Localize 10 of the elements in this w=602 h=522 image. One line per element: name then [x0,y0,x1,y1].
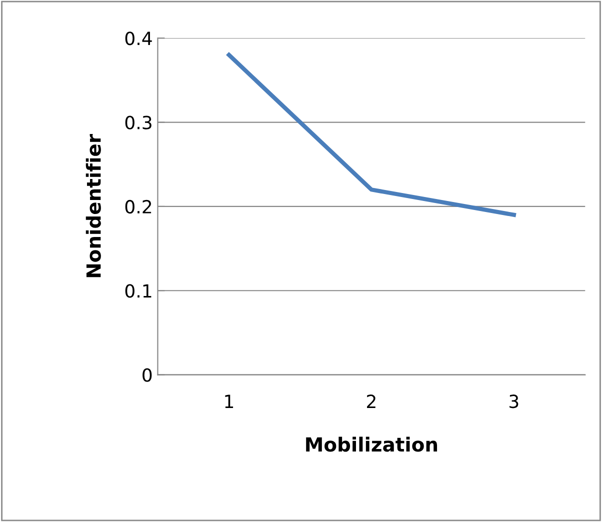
x-axis-title: Mobilization [306,436,438,452]
x-tick-label: 1 [225,394,234,408]
y-tick-label: 0.3 [125,116,152,130]
y-tick-label: 0 [142,368,152,382]
y-tick-label: 0.2 [125,200,152,214]
x-tick-label: 2 [367,394,376,408]
y-tick-label: 0.1 [125,284,152,298]
y-tick-label: 0.4 [125,32,152,46]
x-tick-label: 3 [510,394,518,408]
y-axis-title: Nonidentifier [86,134,101,278]
